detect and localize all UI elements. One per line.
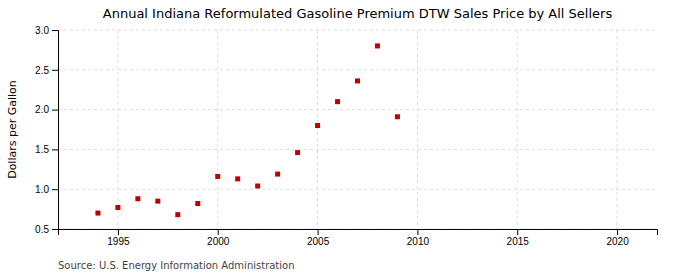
grid-line (317, 30, 318, 229)
axis-line (59, 230, 658, 236)
y-axis: 0.5 1.0 1.5 2.0 2.5 3.0 (35, 25, 58, 235)
point (315, 123, 320, 128)
tick: 2005 (307, 229, 330, 247)
tick: 3.0 (35, 25, 58, 36)
tick: 2.0 (35, 104, 58, 115)
tick-label: 2.0 (35, 104, 49, 115)
tick: 2020 (606, 229, 629, 247)
grid-line (217, 30, 218, 229)
tick-label: 1995 (107, 236, 130, 247)
axis-line (52, 31, 59, 230)
grid-line (58, 109, 657, 110)
point (295, 150, 300, 155)
grid-line (58, 30, 657, 31)
tick-label: 1.0 (35, 184, 49, 195)
tick-label: 3.0 (35, 25, 49, 36)
tick-mark (218, 229, 219, 235)
tick: 0.5 (35, 224, 58, 235)
tick-mark (118, 229, 119, 235)
tick-mark (52, 30, 58, 31)
points (95, 43, 400, 217)
point (395, 114, 400, 119)
grid-line (617, 30, 618, 229)
point (175, 212, 180, 217)
point (155, 199, 160, 204)
point (135, 196, 140, 201)
tick-mark (318, 229, 319, 235)
title: Annual Indiana Reformulated Gasoline Pre… (103, 6, 613, 21)
tick-label: 2020 (606, 236, 629, 247)
grid-line (517, 30, 518, 229)
grid-line (117, 30, 118, 229)
point (335, 99, 340, 104)
y-axis-title: Dollars per Gallon (6, 80, 19, 179)
point (235, 176, 240, 181)
point (255, 184, 260, 189)
tick: 2.5 (35, 65, 58, 76)
point (95, 211, 100, 216)
tick-mark (52, 189, 58, 190)
plot: 1995 2000 2005 2010 2015 2020 0.5 1.0 1.5 2.0 2.5 3… (35, 25, 657, 247)
tick-label: 2015 (507, 236, 530, 247)
point (115, 205, 120, 210)
tick: 1995 (107, 229, 130, 247)
grid-line (417, 30, 418, 229)
tick: 2000 (207, 229, 230, 247)
tick-label: 2005 (307, 236, 330, 247)
tick-label: 2000 (207, 236, 230, 247)
tick-label: 0.5 (35, 224, 49, 235)
tick: 2010 (407, 229, 430, 247)
annotation: Source: U.S. Energy Information Administ… (58, 260, 295, 271)
tick-label: 2.5 (35, 65, 49, 76)
point (215, 174, 220, 179)
grid-line (58, 149, 657, 150)
point (355, 78, 360, 83)
point (275, 172, 280, 177)
x-axis: 1995 2000 2005 2010 2015 2020 (59, 229, 658, 247)
grid (58, 30, 657, 229)
tick-mark (52, 110, 58, 111)
tick-mark (52, 229, 58, 230)
grid-line (58, 69, 657, 70)
point (195, 201, 200, 206)
tick: 2015 (507, 229, 530, 247)
tick: 1.0 (35, 184, 58, 195)
point (375, 43, 380, 48)
tick: 1.5 (35, 144, 58, 155)
tick-mark (52, 149, 58, 150)
tick-mark (52, 70, 58, 71)
tick-mark (417, 229, 418, 235)
chart: 1995 2000 2005 2010 2015 2020 0.5 1.0 1.5 2.0 2.5 3… (0, 0, 675, 275)
grid-line (58, 189, 657, 190)
tick-mark (517, 229, 518, 235)
tick-mark (617, 229, 618, 235)
tick-label: 1.5 (35, 144, 49, 155)
tick-label: 2010 (407, 236, 430, 247)
